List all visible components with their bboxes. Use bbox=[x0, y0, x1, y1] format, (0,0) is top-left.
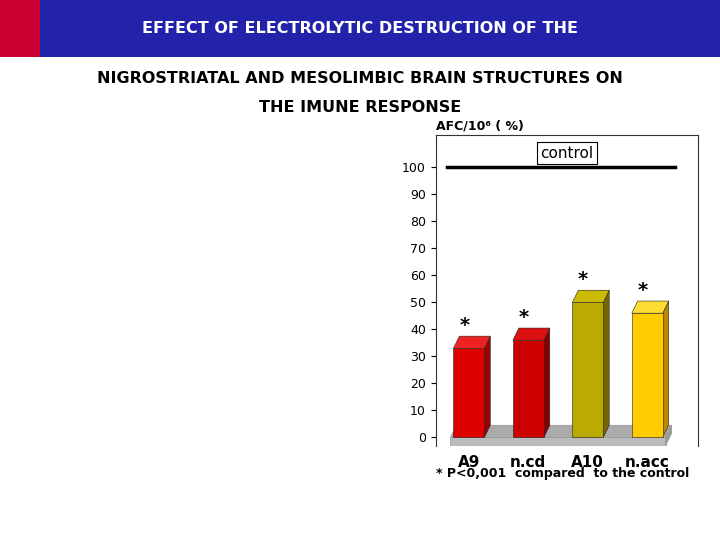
Text: THE IMUNE RESPONSE: THE IMUNE RESPONSE bbox=[259, 100, 461, 116]
Polygon shape bbox=[666, 426, 672, 446]
Text: *: * bbox=[638, 281, 648, 300]
Polygon shape bbox=[662, 301, 669, 437]
Polygon shape bbox=[451, 426, 672, 437]
Text: EFFECT OF ELECTROLYTIC DESTRUCTION OF THE: EFFECT OF ELECTROLYTIC DESTRUCTION OF TH… bbox=[142, 21, 578, 36]
Polygon shape bbox=[513, 328, 550, 340]
Polygon shape bbox=[454, 336, 490, 348]
Polygon shape bbox=[454, 348, 485, 437]
Polygon shape bbox=[544, 328, 550, 437]
Text: AFC/10⁶ ( %): AFC/10⁶ ( %) bbox=[436, 119, 523, 132]
Polygon shape bbox=[632, 301, 669, 313]
Text: *: * bbox=[578, 270, 588, 289]
Polygon shape bbox=[451, 437, 666, 446]
Polygon shape bbox=[603, 291, 609, 437]
Text: *: * bbox=[518, 308, 528, 327]
Text: *: * bbox=[459, 316, 469, 335]
Text: * P<0,001  compared  to the control: * P<0,001 compared to the control bbox=[436, 467, 689, 480]
Polygon shape bbox=[485, 336, 490, 437]
Polygon shape bbox=[572, 302, 603, 437]
Polygon shape bbox=[572, 291, 609, 302]
Polygon shape bbox=[513, 340, 544, 437]
Polygon shape bbox=[632, 313, 662, 437]
Text: control: control bbox=[541, 146, 593, 160]
Text: NIGROSTRIATAL AND MESOLIMBIC BRAIN STRUCTURES ON: NIGROSTRIATAL AND MESOLIMBIC BRAIN STRUC… bbox=[97, 71, 623, 86]
